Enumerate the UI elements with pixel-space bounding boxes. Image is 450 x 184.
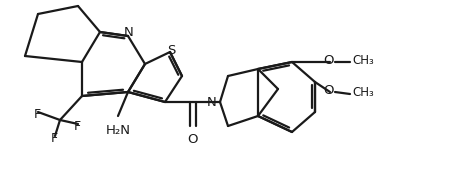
Text: CH₃: CH₃ [352,86,374,100]
Text: CH₃: CH₃ [352,54,374,68]
Text: N: N [124,26,134,40]
Text: F: F [50,132,58,144]
Text: O: O [324,54,334,68]
Text: N: N [206,95,216,109]
Text: S: S [167,43,175,56]
Text: F: F [73,119,81,132]
Text: F: F [33,107,40,121]
Text: H₂N: H₂N [105,124,130,137]
Text: O: O [324,84,334,98]
Text: O: O [188,133,198,146]
